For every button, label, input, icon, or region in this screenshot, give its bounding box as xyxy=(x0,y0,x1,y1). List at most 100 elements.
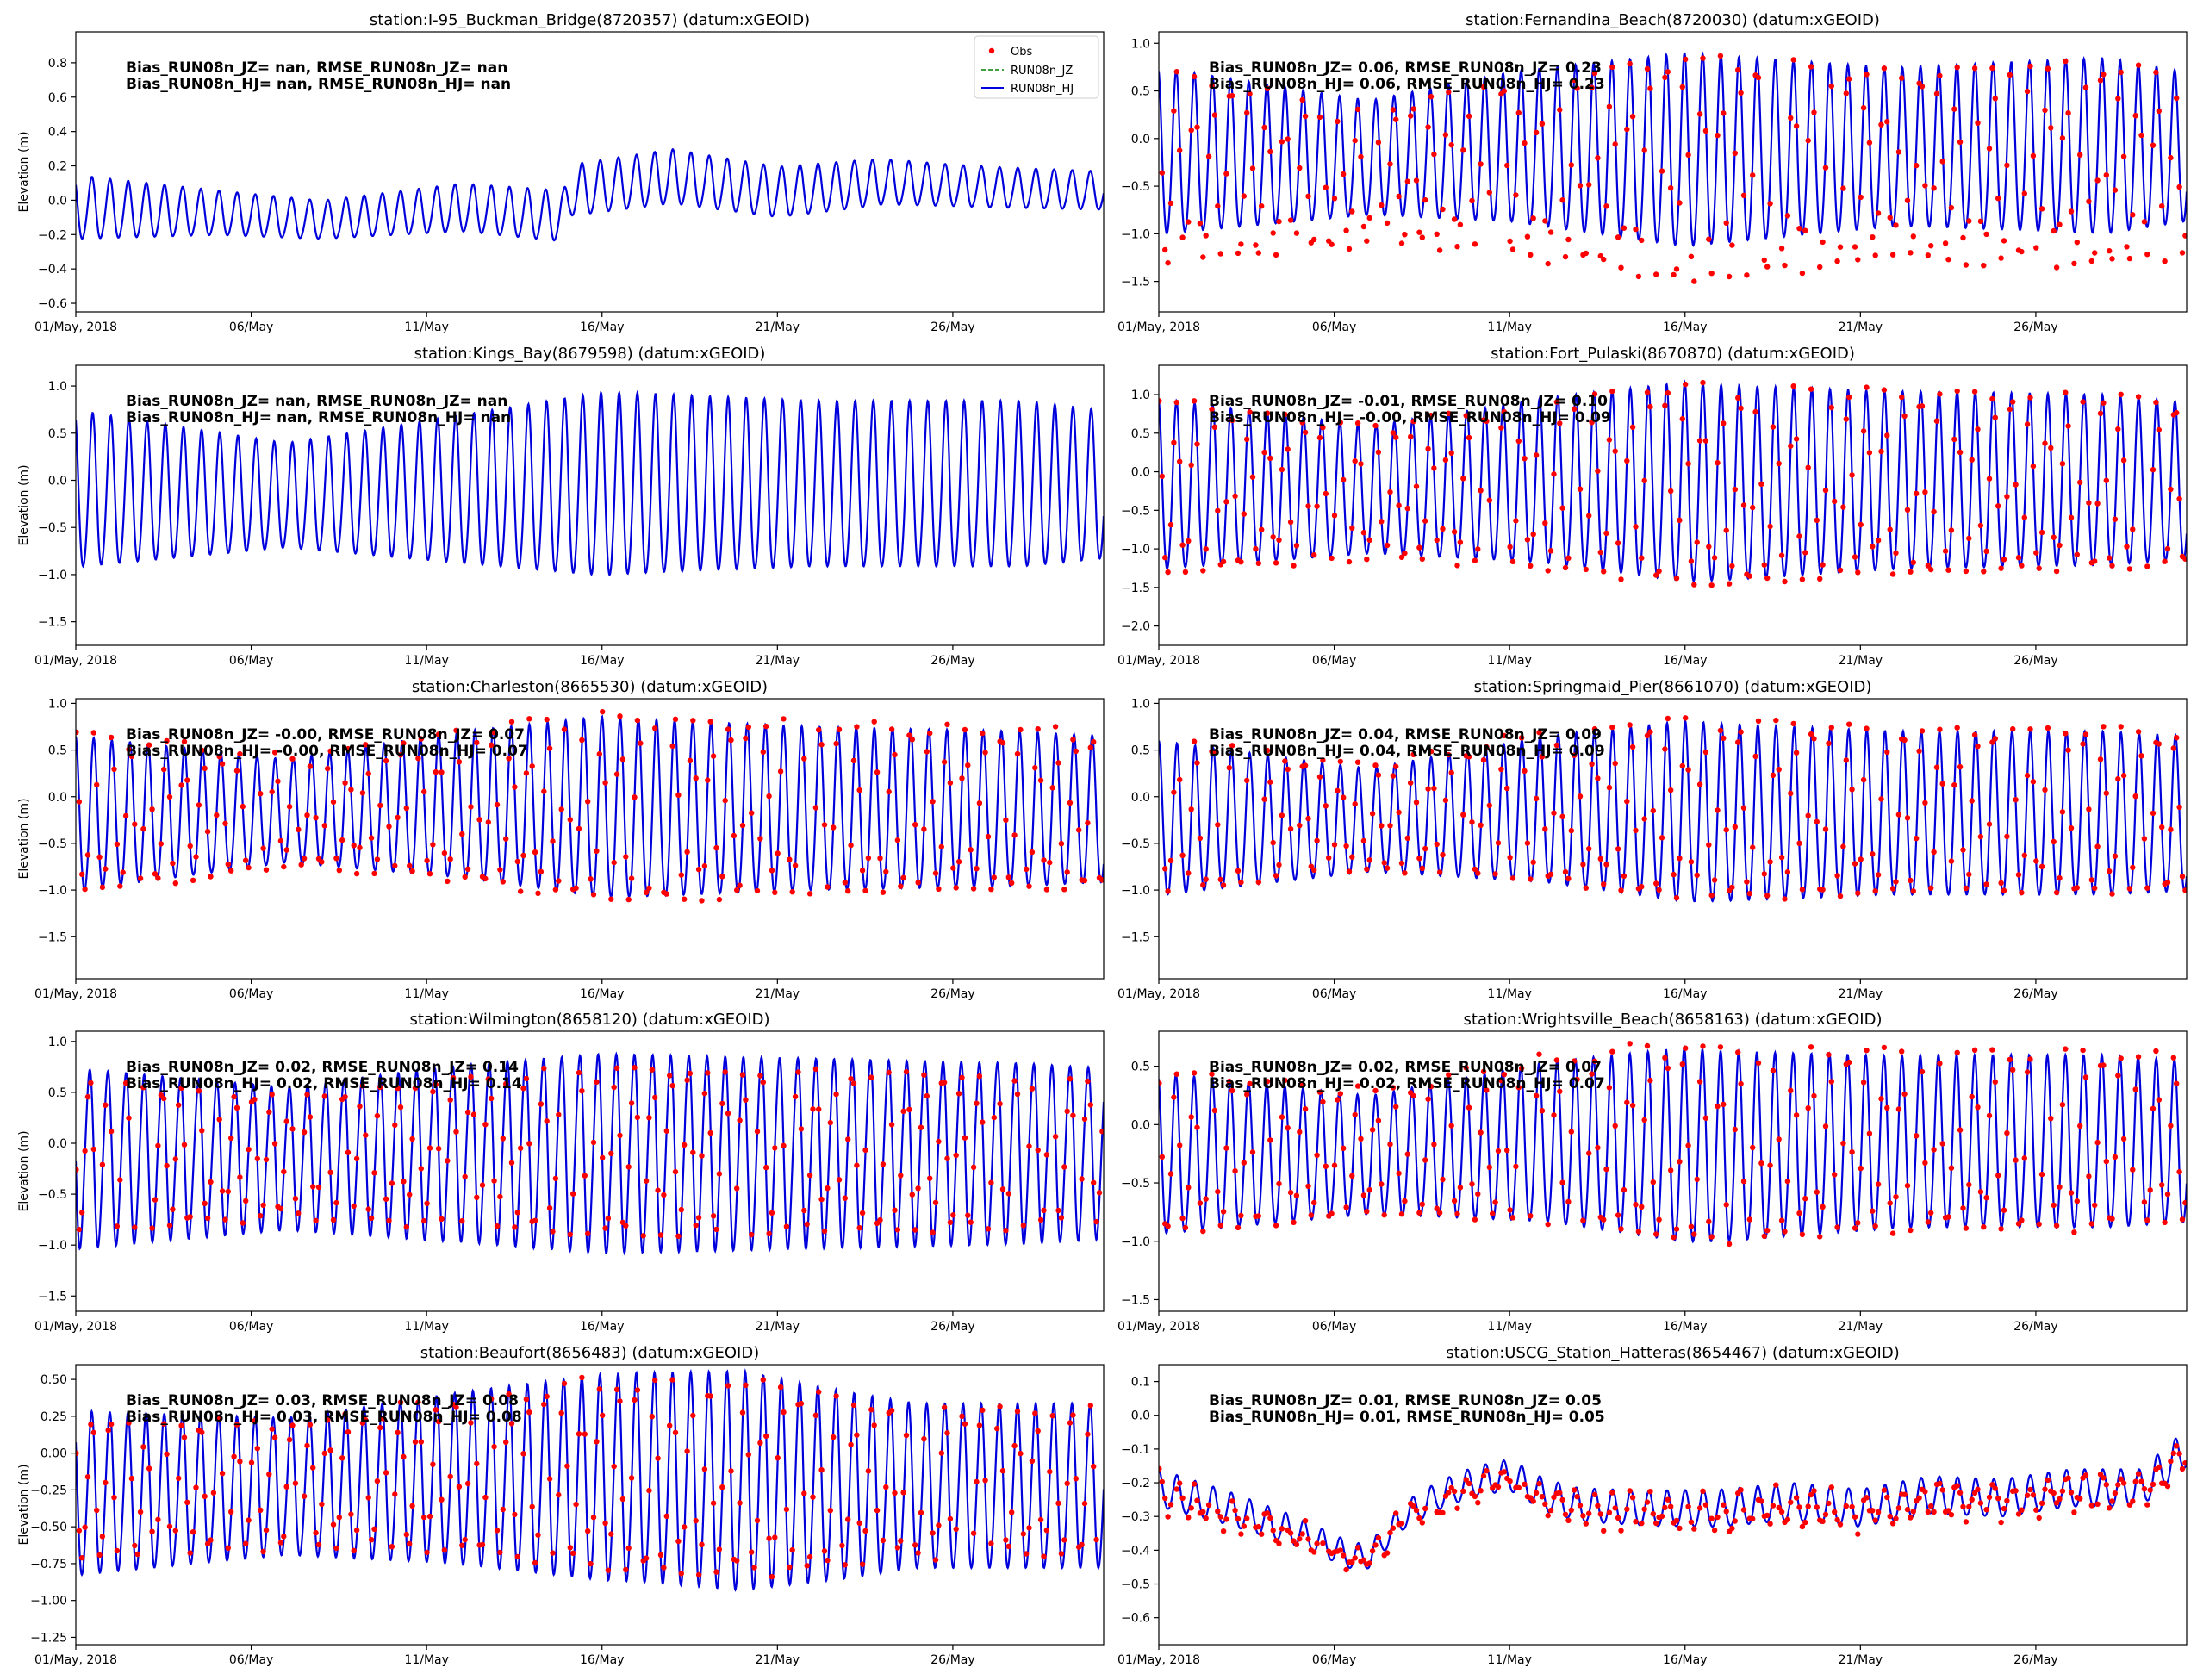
obs-point xyxy=(1533,1490,1540,1496)
obs-point xyxy=(1738,405,1744,411)
obs-point xyxy=(1375,772,1382,778)
plot-area xyxy=(1159,379,2187,588)
obs-point xyxy=(1442,457,1449,464)
obs-point xyxy=(1408,113,1414,119)
obs-point xyxy=(1782,1229,1788,1235)
obs-point xyxy=(1545,1512,1551,1519)
obs-point xyxy=(1729,1525,1735,1532)
obs-point xyxy=(1472,866,1478,873)
obs-point xyxy=(1764,264,1771,270)
obs-point xyxy=(1029,849,1036,856)
obs-point xyxy=(1211,424,1218,430)
y-tick-label: 0.0 xyxy=(48,1137,67,1151)
obs-point xyxy=(506,1391,512,1397)
obs-point xyxy=(1302,429,1309,436)
obs-point xyxy=(1043,887,1050,893)
y-tick-label: −1.0 xyxy=(1121,884,1150,898)
obs-point xyxy=(421,1217,427,1224)
obs-point xyxy=(330,1521,337,1528)
obs-point xyxy=(1440,1176,1446,1183)
obs-point xyxy=(1270,1528,1276,1534)
obs-point xyxy=(1662,74,1668,81)
obs-point xyxy=(2130,864,2136,871)
obs-point xyxy=(1194,1124,1200,1130)
obs-point xyxy=(1179,234,1186,240)
obs-point xyxy=(260,845,266,851)
obs-point xyxy=(1346,868,1353,874)
obs-point xyxy=(617,1132,623,1139)
obs-point xyxy=(888,1122,895,1128)
obs-point xyxy=(500,1136,506,1142)
obs-point xyxy=(1904,197,1911,203)
obs-point xyxy=(1820,562,1826,568)
obs-point xyxy=(980,731,986,737)
obs-point xyxy=(1402,232,1408,238)
obs-point xyxy=(541,1065,547,1072)
obs-point xyxy=(2150,1481,2157,1488)
obs-point xyxy=(877,1216,883,1223)
obs-point xyxy=(187,1214,193,1220)
obs-point xyxy=(912,1542,918,1548)
obs-point xyxy=(628,875,635,881)
obs-point xyxy=(1457,1185,1464,1191)
axes-frame xyxy=(1158,364,2188,646)
obs-point xyxy=(383,757,389,764)
obs-point xyxy=(1372,422,1379,429)
obs-point xyxy=(684,849,690,855)
obs-point xyxy=(2065,110,2071,116)
y-tick-label: −1.5 xyxy=(38,930,67,944)
obs-point xyxy=(2082,1074,2089,1080)
obs-point xyxy=(538,1101,545,1107)
obs-point xyxy=(1975,426,1981,432)
obs-point xyxy=(772,889,778,896)
obs-point xyxy=(441,1547,448,1553)
obs-point xyxy=(208,874,214,880)
obs-point xyxy=(1647,403,1653,410)
obs-point xyxy=(1167,857,1174,863)
x-tick-label: 21/May xyxy=(756,1653,800,1667)
obs-point xyxy=(500,1506,506,1513)
obs-point xyxy=(2024,772,2031,779)
obs-point xyxy=(204,1540,211,1547)
obs-point xyxy=(368,1537,375,1543)
x-tick-label: 26/May xyxy=(930,1653,974,1667)
obs-point xyxy=(2103,477,2109,483)
obs-point xyxy=(401,1453,407,1460)
obs-point xyxy=(1314,837,1320,843)
obs-point xyxy=(1037,1216,1044,1223)
obs-point xyxy=(1545,568,1551,574)
obs-point xyxy=(1981,569,1987,575)
obs-point xyxy=(760,1377,766,1383)
obs-point xyxy=(152,1197,159,1203)
obs-point xyxy=(1685,1503,1691,1509)
obs-point xyxy=(2118,391,2124,397)
subplot-4: station:Fort_Pulaski(8670870) (datum:xGE… xyxy=(1117,345,2188,668)
obs-point xyxy=(1702,1502,1709,1508)
obs-point xyxy=(2159,203,2165,209)
obs-point xyxy=(2141,836,2148,842)
obs-point xyxy=(1264,1510,1271,1516)
obs-point xyxy=(2126,886,2133,892)
obs-point xyxy=(222,1216,228,1223)
obs-point xyxy=(1656,887,1662,893)
obs-point xyxy=(1235,250,1242,257)
obs-point xyxy=(219,1471,226,1477)
obs-point xyxy=(1858,194,1864,201)
obs-point xyxy=(739,1409,746,1416)
obs-point xyxy=(1043,1152,1050,1158)
obs-point xyxy=(263,1527,270,1534)
obs-point xyxy=(2021,514,2027,520)
obs-point xyxy=(825,1557,831,1564)
obs-point xyxy=(1285,446,1291,452)
obs-point xyxy=(155,875,161,881)
obs-point xyxy=(126,1115,132,1121)
obs-point xyxy=(1323,1163,1329,1169)
obs-point xyxy=(1299,420,1305,426)
obs-point xyxy=(602,1225,608,1231)
obs-point xyxy=(485,1076,491,1082)
obs-point xyxy=(944,1430,950,1436)
obs-point xyxy=(552,1175,559,1182)
obs-point xyxy=(1249,165,1256,171)
obs-point xyxy=(1173,399,1180,406)
obs-point xyxy=(76,729,79,736)
